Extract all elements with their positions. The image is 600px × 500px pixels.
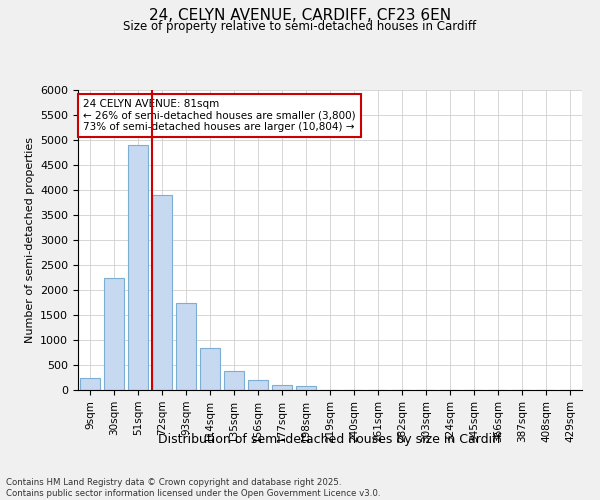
Bar <box>296 386 316 390</box>
Text: Size of property relative to semi-detached houses in Cardiff: Size of property relative to semi-detach… <box>124 20 476 33</box>
Text: 24 CELYN AVENUE: 81sqm
← 26% of semi-detached houses are smaller (3,800)
73% of : 24 CELYN AVENUE: 81sqm ← 26% of semi-det… <box>83 99 356 132</box>
Bar <box>248 380 268 390</box>
Bar <box>104 278 124 390</box>
Bar <box>200 348 220 390</box>
Text: 24, CELYN AVENUE, CARDIFF, CF23 6EN: 24, CELYN AVENUE, CARDIFF, CF23 6EN <box>149 8 451 22</box>
Bar <box>176 302 196 390</box>
Text: Distribution of semi-detached houses by size in Cardiff: Distribution of semi-detached houses by … <box>158 432 502 446</box>
Bar <box>224 371 244 390</box>
Bar <box>272 385 292 390</box>
Text: Contains HM Land Registry data © Crown copyright and database right 2025.
Contai: Contains HM Land Registry data © Crown c… <box>6 478 380 498</box>
Y-axis label: Number of semi-detached properties: Number of semi-detached properties <box>25 137 35 343</box>
Bar <box>152 195 172 390</box>
Bar <box>128 145 148 390</box>
Bar <box>80 378 100 390</box>
